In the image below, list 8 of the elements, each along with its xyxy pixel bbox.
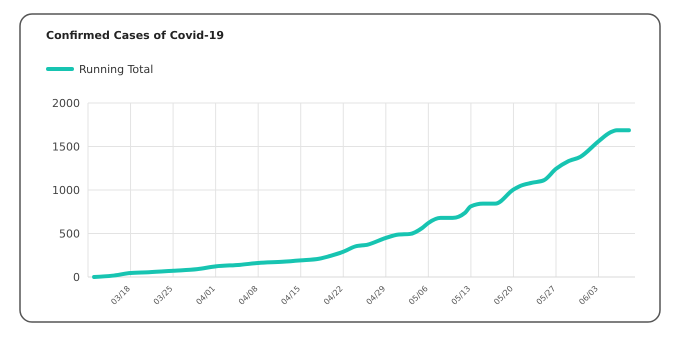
y-tick-label: 2000 bbox=[52, 97, 80, 110]
line-series bbox=[92, 128, 631, 279]
y-tick-label: 1500 bbox=[52, 140, 80, 154]
y-tick-label: 500 bbox=[59, 228, 80, 240]
legend-label: Running Total bbox=[79, 63, 154, 76]
chart-title: Confirmed Cases of Covid-19 bbox=[46, 29, 224, 42]
y-tick-label: 1000 bbox=[52, 184, 80, 197]
y-tick-label: 0 bbox=[73, 271, 80, 284]
